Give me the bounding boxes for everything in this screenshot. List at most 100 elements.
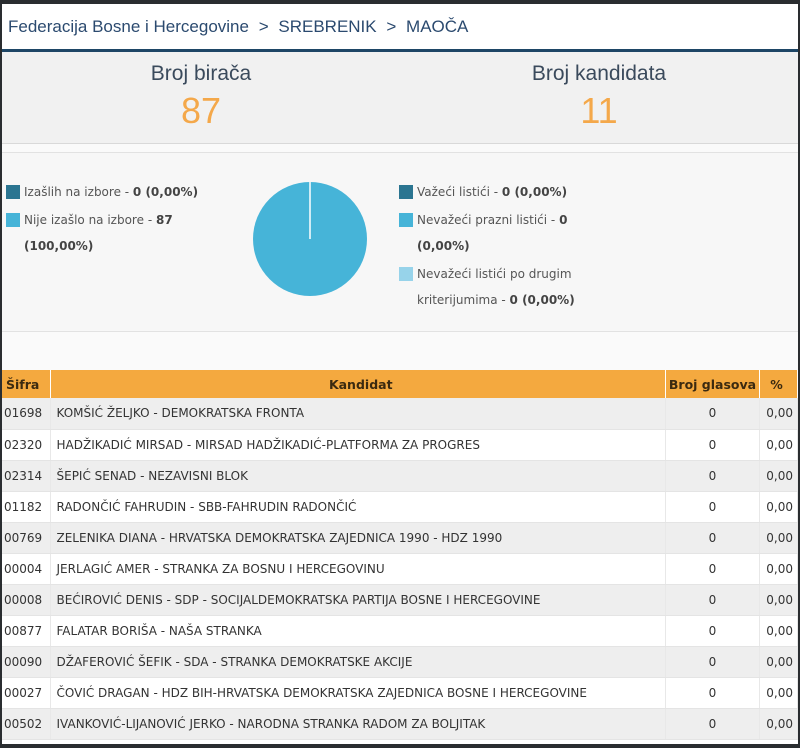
candidate-votes: 0 <box>665 708 760 740</box>
candidate-votes: 0 <box>665 646 760 678</box>
legend-swatch <box>6 213 20 227</box>
legend-value: 0 (0,00%) <box>132 185 199 199</box>
legend-value: 0 (0,00%) <box>501 185 568 199</box>
candidate-name: HADŽIKADIĆ MIRSAD - MIRSAD HADŽIKADIĆ-PL… <box>50 429 666 461</box>
candidate-code: 00877 <box>2 615 51 647</box>
legend-label: Izašlih na izbore <box>24 185 121 199</box>
legend-swatch <box>399 185 413 199</box>
header-candidate[interactable]: Kandidat <box>50 370 666 398</box>
legend-value: 87 (100,00%) <box>24 213 173 253</box>
candidate-name: DŽAFEROVIĆ ŠEFIK - SDA - STRANKA DEMOKRA… <box>50 646 666 678</box>
candidate-code: 00769 <box>2 522 51 554</box>
candidate-name: KOMŠIĆ ŽELJKO - DEMOKRATSKA FRONTA <box>50 398 666 430</box>
candidate-percent: 0,00 <box>759 522 798 554</box>
summary-stats: Broj birača 87 Broj kandidata 11 <box>2 52 798 144</box>
candidate-percent: 0,00 <box>759 429 798 461</box>
candidate-code: 02320 <box>2 429 51 461</box>
legend-swatch <box>399 267 413 281</box>
candidate-votes: 0 <box>665 615 760 647</box>
header-votes[interactable]: Broj glasova <box>665 370 760 398</box>
table-row: 01698 KOMŠIĆ ŽELJKO - DEMOKRATSKA FRONTA 0… <box>2 398 798 430</box>
legend-label: Nije izašlo na izbore <box>24 213 144 227</box>
candidates-label: Broj kandidata <box>531 62 667 85</box>
candidate-name: RADONČIĆ FAHRUDIN - SBB-FAHRUDIN RADONČI… <box>50 491 666 523</box>
candidates-table: Šifra Kandidat Broj glasova % 01698 KOMŠI… <box>2 370 798 740</box>
legend-item-not-turned-out: Nije izašlo na izbore - 87 (100,00%) <box>6 207 236 259</box>
table-row: 00769 ZELENIKA DIANA - HRVATSKA DEMOKRATS… <box>2 522 798 554</box>
breadcrumb-separator: > <box>386 17 397 36</box>
table-row: 00877 FALATAR BORIŠA - NAŠA STRANKA 0 0,00 <box>2 615 798 647</box>
table-row: 01182 RADONČIĆ FAHRUDIN - SBB-FAHRUDIN RA… <box>2 491 798 523</box>
candidate-votes: 0 <box>665 460 760 492</box>
candidate-name: JERLAGIĆ AMER - STRANKA ZA BOSNU I HERCE… <box>50 553 666 585</box>
candidate-percent: 0,00 <box>759 460 798 492</box>
breadcrumb: Federacija Bosne i Hercegovine > SREBREN… <box>2 4 798 52</box>
candidate-percent: 0,00 <box>759 677 798 709</box>
candidate-code: 00027 <box>2 677 51 709</box>
voters-label: Broj birača <box>150 62 252 85</box>
breadcrumb-federation-link[interactable]: Federacija Bosne i Hercegovine <box>8 17 249 36</box>
candidate-percent: 0,00 <box>759 584 798 616</box>
candidate-votes: 0 <box>665 584 760 616</box>
table-row: 00502 IVANKOVIĆ-LIJANOVIĆ JERKO - NARODNA… <box>2 708 798 740</box>
turnout-pie-chart <box>253 182 367 296</box>
candidate-name: ŠEPIĆ SENAD - NEZAVISNI BLOK <box>50 460 666 492</box>
table-row: 00090 DŽAFEROVIĆ ŠEFIK - SDA - STRANKA DE… <box>2 646 798 678</box>
legend-item-turned-out: Izašlih na izbore - 0 (0,00%) <box>6 179 236 205</box>
table-header-row: Šifra Kandidat Broj glasova % <box>2 370 798 398</box>
candidate-percent: 0,00 <box>759 646 798 678</box>
candidate-votes: 0 <box>665 553 760 585</box>
candidate-name: IVANKOVIĆ-LIJANOVIĆ JERKO - NARODNA STRA… <box>50 708 666 740</box>
table-row: 02314 ŠEPIĆ SENAD - NEZAVISNI BLOK 0 0,00 <box>2 460 798 492</box>
ballots-legend: Važeći listići - 0 (0,00%) Nevažeći praz… <box>399 179 589 315</box>
legend-label: Nevažeći prazni listići <box>417 213 548 227</box>
turnout-legend: Izašlih na izbore - 0 (0,00%) Nije izašl… <box>6 179 236 261</box>
results-panel: Federacija Bosne i Hercegovine > SREBREN… <box>2 4 798 744</box>
candidate-name: ZELENIKA DIANA - HRVATSKA DEMOKRATSKA ZA… <box>50 522 666 554</box>
voters-stat: Broj birača 87 <box>2 52 400 143</box>
table-row: 00008 BEĆIROVIĆ DENIS - SDP - SOCIJALDEMO… <box>2 584 798 616</box>
candidate-code: 01698 <box>2 398 51 430</box>
legend-item-invalid-empty: Nevažeći prazni listići - 0 (0,00%) <box>399 207 589 259</box>
candidate-percent: 0,00 <box>759 491 798 523</box>
candidate-name: ČOVIĆ DRAGAN - HDZ BIH-HRVATSKA DEMOKRAT… <box>50 677 666 709</box>
candidates-value: 11 <box>580 90 618 131</box>
legend-item-invalid-other: Nevažeći listići po drugim kriterijumima… <box>399 261 589 313</box>
spacer <box>2 144 798 152</box>
legend-item-valid-ballots: Važeći listići - 0 (0,00%) <box>399 179 589 205</box>
breadcrumb-municipality-link[interactable]: SREBRENIK <box>278 17 377 36</box>
breadcrumb-polling-place: MAOČA <box>406 17 469 36</box>
candidate-code: 00090 <box>2 646 51 678</box>
legend-value: 0 (0,00%) <box>417 213 568 253</box>
candidate-percent: 0,00 <box>759 708 798 740</box>
legend-label: Važeći listići <box>417 185 490 199</box>
legend-value: 0 (0,00%) <box>509 293 575 307</box>
candidate-code: 01182 <box>2 491 51 523</box>
candidate-name: BEĆIROVIĆ DENIS - SDP - SOCIJALDEMOKRATS… <box>50 584 666 616</box>
legend-swatch <box>6 185 20 199</box>
candidate-percent: 0,00 <box>759 553 798 585</box>
candidate-code: 00004 <box>2 553 51 585</box>
table-row: 02320 HADŽIKADIĆ MIRSAD - MIRSAD HADŽIKAD… <box>2 429 798 461</box>
voters-value: 87 <box>180 90 222 131</box>
spacer <box>2 332 798 370</box>
table-row: 00027 ČOVIĆ DRAGAN - HDZ BIH-HRVATSKA DEM… <box>2 677 798 709</box>
candidate-percent: 0,00 <box>759 615 798 647</box>
candidate-code: 02314 <box>2 460 51 492</box>
candidate-code: 00502 <box>2 708 51 740</box>
candidate-votes: 0 <box>665 522 760 554</box>
candidate-name: FALATAR BORIŠA - NAŠA STRANKA <box>50 615 666 647</box>
candidate-votes: 0 <box>665 677 760 709</box>
legend-label: Nevažeći listići po drugim kriterijumima <box>417 267 572 307</box>
candidate-votes: 0 <box>665 491 760 523</box>
table-row: 00004 JERLAGIĆ AMER - STRANKA ZA BOSNU I … <box>2 553 798 585</box>
candidate-code: 00008 <box>2 584 51 616</box>
candidate-percent: 0,00 <box>759 398 798 430</box>
legend-swatch <box>399 213 413 227</box>
turnout-section: Izašlih na izbore - 0 (0,00%) Nije izašl… <box>2 152 798 332</box>
candidate-votes: 0 <box>665 429 760 461</box>
header-code[interactable]: Šifra <box>2 370 51 398</box>
candidates-stat: Broj kandidata 11 <box>400 52 798 143</box>
header-percent[interactable]: % <box>759 370 798 398</box>
candidate-votes: 0 <box>665 398 760 430</box>
